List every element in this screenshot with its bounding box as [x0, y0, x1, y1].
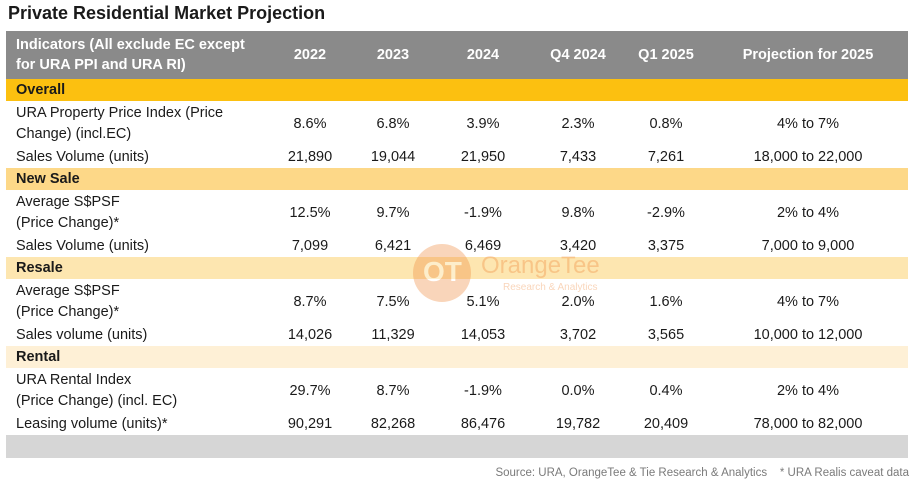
row-label: Average S$PSF (Price Change)* — [6, 279, 268, 324]
cell: 20,409 — [643, 416, 689, 432]
row-label: Sales volume (units) — [16, 326, 148, 343]
cell: 12.5% — [289, 204, 331, 221]
row-label: Sales Volume (units) — [16, 237, 149, 254]
table-row: Sales Volume (units) 21,890 19,044 21,95… — [6, 146, 908, 168]
table-row: URA Rental Index (Price Change) (incl. EC… — [6, 368, 908, 413]
cell: 6,469 — [464, 238, 502, 254]
cell-projection: 78,000 to 82,000 — [753, 416, 863, 432]
row-label: URA Rental Index (Price Change) (incl. EC… — [6, 368, 268, 413]
section-rental: Rental — [6, 346, 908, 368]
cell: 8.6% — [293, 115, 327, 132]
section-label: Resale — [6, 257, 908, 279]
cell: 3,375 — [647, 238, 685, 254]
header-q4-2024: Q4 2024 — [532, 31, 624, 79]
cell-projection: 10,000 to 12,000 — [753, 327, 863, 343]
footer-bar — [6, 435, 908, 458]
row-label-line1: Average S$PSF — [16, 193, 120, 210]
table-row: Average S$PSF (Price Change)* 8.7% 7.5% 5… — [6, 279, 908, 324]
cell: 14,026 — [287, 327, 333, 343]
cell: 0.4% — [649, 382, 683, 399]
row-label-line1: Average S$PSF — [16, 282, 120, 299]
cell: 9.7% — [376, 204, 410, 221]
cell-projection: 2% to 4% — [776, 204, 840, 221]
cell: 82,268 — [370, 416, 416, 432]
cell: -1.9% — [464, 382, 502, 399]
header-row: Indicators (All exclude EC except for UR… — [6, 31, 908, 79]
table-row: Leasing volume (units)* 90,291 82,268 86… — [6, 413, 908, 435]
footer-bar-cell — [6, 435, 908, 458]
row-label: Leasing volume (units)* — [16, 415, 168, 432]
header-indicators: Indicators (All exclude EC except for UR… — [6, 31, 268, 79]
cell-projection: 18,000 to 22,000 — [753, 149, 863, 165]
projection-table: Indicators (All exclude EC except for UR… — [6, 31, 908, 458]
cell: 21,890 — [287, 149, 333, 165]
row-label: Average S$PSF (Price Change)* — [6, 190, 268, 235]
table-row: URA Property Price Index (Price Change) (… — [6, 101, 908, 146]
cell: 21,950 — [460, 149, 506, 165]
cell: 0.8% — [649, 115, 683, 132]
header-2024: 2024 — [434, 31, 532, 79]
source-note: Source: URA, OrangeTee & Tie Research & … — [495, 467, 909, 479]
cell: 6.8% — [376, 115, 410, 132]
cell: 5.1% — [466, 293, 500, 310]
row-label-line1: URA Property Price Index (Price — [16, 104, 224, 121]
cell: 6,421 — [374, 238, 412, 254]
row-label-line2: (Price Change) (incl. EC) — [16, 392, 178, 409]
row-label-line1: URA Rental Index — [16, 371, 132, 388]
cell: 11,329 — [371, 327, 415, 343]
table-row: Sales volume (units) 14,026 11,329 14,05… — [6, 324, 908, 346]
table-row: Sales Volume (units) 7,099 6,421 6,469 3… — [6, 235, 908, 257]
cell: 7,099 — [291, 238, 329, 254]
cell: 0.0% — [561, 382, 595, 399]
cell: -1.9% — [464, 204, 502, 221]
row-label: Sales Volume (units) — [16, 148, 149, 165]
cell: 9.8% — [561, 204, 595, 221]
row-label-line2: Change) (incl.EC) — [16, 125, 132, 142]
header-projection-2025: Projection for 2025 — [708, 31, 908, 79]
cell: 90,291 — [287, 416, 333, 432]
cell: 7,433 — [559, 149, 597, 165]
section-label: Overall — [6, 79, 908, 101]
cell: -2.9% — [647, 204, 685, 221]
section-resale: Resale — [6, 257, 908, 279]
cell: 3,702 — [559, 327, 597, 343]
cell: 3.9% — [466, 115, 500, 132]
section-overall: Overall — [6, 79, 908, 101]
page-title: Private Residential Market Projection — [8, 3, 326, 23]
section-label: New Sale — [6, 168, 908, 190]
cell: 19,044 — [370, 149, 416, 165]
cell: 29.7% — [289, 382, 331, 399]
cell: 19,782 — [555, 416, 601, 432]
cell: 7.5% — [376, 293, 410, 310]
cell-projection: 7,000 to 9,000 — [761, 238, 855, 254]
cell: 86,476 — [460, 416, 506, 432]
header-q1-2025: Q1 2025 — [624, 31, 708, 79]
cell-projection: 4% to 7% — [776, 293, 840, 310]
cell: 14,053 — [460, 327, 506, 343]
header-2023: 2023 — [352, 31, 434, 79]
cell: 3,565 — [647, 327, 685, 343]
cell: 8.7% — [376, 382, 410, 399]
section-label: Rental — [6, 346, 908, 368]
cell: 7,261 — [647, 149, 685, 165]
section-new-sale: New Sale — [6, 168, 908, 190]
table-row: Average S$PSF (Price Change)* 12.5% 9.7% … — [6, 190, 908, 235]
cell-projection: 4% to 7% — [776, 115, 840, 132]
cell: 8.7% — [293, 293, 327, 310]
cell: 2.0% — [561, 293, 595, 310]
row-label: URA Property Price Index (Price Change) (… — [6, 101, 268, 146]
row-label-line2: (Price Change)* — [16, 214, 120, 231]
header-2022: 2022 — [268, 31, 352, 79]
row-label-line2: (Price Change)* — [16, 303, 120, 320]
cell: 3,420 — [559, 238, 597, 254]
cell-projection: 2% to 4% — [776, 382, 840, 399]
cell: 1.6% — [649, 293, 683, 310]
cell: 2.3% — [561, 115, 595, 132]
